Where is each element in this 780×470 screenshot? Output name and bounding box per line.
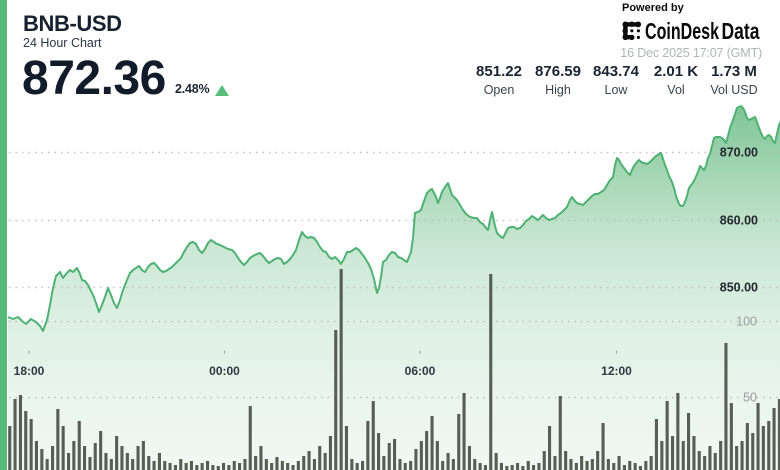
svg-text:870.00: 870.00 xyxy=(720,146,758,160)
svg-text:860.00: 860.00 xyxy=(720,214,758,228)
svg-text:18:00: 18:00 xyxy=(14,364,45,378)
svg-text:Data: Data xyxy=(722,21,760,43)
svg-text:12:00: 12:00 xyxy=(601,364,632,378)
svg-text:00:00: 00:00 xyxy=(209,364,240,378)
svg-text:50: 50 xyxy=(743,391,757,405)
svg-text:CoinDesk: CoinDesk xyxy=(645,21,719,43)
svg-text:850.00: 850.00 xyxy=(720,281,758,295)
svg-text:06:00: 06:00 xyxy=(405,364,436,378)
svg-text:100: 100 xyxy=(736,315,757,329)
